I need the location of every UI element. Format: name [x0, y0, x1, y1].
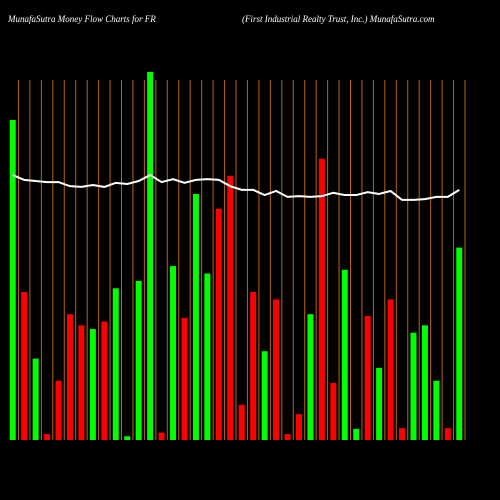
bar: [456, 247, 463, 440]
bar: [101, 321, 108, 440]
bar: [9, 119, 16, 440]
bar: [433, 380, 440, 440]
money-flow-line: [12, 173, 460, 201]
bar: [250, 292, 257, 440]
bar: [318, 158, 325, 441]
bar: [21, 292, 28, 440]
bar: [261, 351, 268, 440]
bar: [66, 314, 73, 440]
bar: [238, 404, 245, 440]
chart-subtitle: (First Industrial Realty Trust, Inc.) Mu…: [242, 14, 435, 24]
bar: [32, 358, 39, 440]
bar: [330, 383, 337, 440]
bar: [135, 280, 142, 440]
bar: [295, 414, 302, 440]
bar: [170, 266, 177, 440]
bar: [399, 428, 406, 440]
bar: [421, 325, 428, 440]
bar: [387, 299, 394, 440]
bar: [364, 316, 371, 440]
bar: [78, 325, 85, 440]
bar: [147, 71, 154, 440]
bar: [192, 193, 199, 440]
bar: [204, 273, 211, 440]
bar: [158, 432, 165, 440]
bar: [284, 434, 291, 440]
chart-title: MunafaSutra Money Flow Charts for FR: [7, 14, 156, 24]
bar: [341, 269, 348, 440]
bar: [124, 436, 131, 440]
bar: [112, 288, 119, 440]
bar: [376, 367, 383, 440]
bar: [215, 208, 222, 440]
bar: [444, 428, 451, 440]
bar: [410, 332, 417, 440]
bar: [55, 380, 62, 440]
bar: [44, 434, 51, 440]
bar: [181, 317, 188, 440]
bar: [89, 329, 96, 440]
bar: [353, 428, 360, 440]
bar: [273, 299, 280, 440]
bar: [307, 314, 314, 440]
bar: [227, 175, 234, 440]
